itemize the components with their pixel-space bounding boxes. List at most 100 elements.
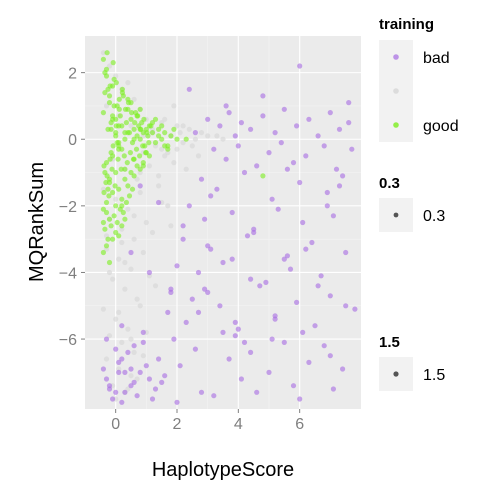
point-good [149,130,156,136]
point-bad [226,356,232,362]
point-bad [202,216,208,222]
y-tick-label: −4 [59,265,77,282]
point-good [127,150,133,156]
point-bad [254,389,260,395]
legend-point-size [393,371,399,377]
point-good [124,160,130,166]
point-bad [336,183,343,189]
point-bad [349,146,355,152]
point-good [105,86,111,92]
point-bad [156,356,162,362]
point-bad [140,329,146,335]
y-axis-ticks: 2 0 −2 −4 −6 [59,66,85,349]
point-bad [303,153,309,159]
point-unlabeled [180,140,186,146]
point-unlabeled [125,386,131,392]
point-good [100,110,106,116]
point-bad [152,386,159,392]
point-bad [174,399,180,405]
point-bad [248,276,254,282]
point-bad [177,363,183,369]
point-good [159,123,165,129]
point-unlabeled [106,269,113,276]
point-good [140,163,146,169]
point-bad [281,106,287,112]
point-good [117,113,123,119]
point-good [114,219,120,226]
point-bad [321,343,327,349]
point-unlabeled [140,249,146,256]
point-unlabeled [137,303,143,309]
point-good [110,189,116,196]
point-unlabeled [131,96,137,102]
point-good [116,123,122,129]
point-bad [174,263,180,269]
point-bad [300,219,306,226]
point-unlabeled [106,333,113,339]
point-unlabeled [195,153,202,159]
point-bad [119,356,125,362]
point-good [113,229,119,236]
point-good [128,116,134,122]
point-bad [263,279,269,285]
legend-label-alpha: 0.3 [423,208,445,225]
point-good [119,196,125,202]
point-bad [113,389,119,395]
point-unlabeled [156,183,162,189]
point-bad [248,126,254,132]
point-bad [192,346,198,352]
point-good [116,96,122,102]
point-unlabeled [119,239,125,246]
point-good [156,133,162,139]
point-good [106,216,113,222]
point-bad [131,379,137,385]
point-good [113,133,119,139]
point-good [105,236,111,242]
point-unlabeled [103,356,110,362]
x-tick-label: 0 [111,416,120,433]
point-bad [180,223,186,229]
point-good [152,140,159,146]
point-bad [306,116,312,122]
point-bad [300,329,306,335]
point-bad [122,369,128,375]
point-bad [235,143,241,149]
point-unlabeled [183,166,189,172]
point-unlabeled [122,286,128,292]
point-unlabeled [143,219,149,226]
point-good [140,143,146,149]
point-unlabeled [100,306,106,312]
point-bad [297,396,303,402]
point-bad [340,173,346,179]
point-good [123,199,129,206]
point-bad [128,383,134,389]
x-tick-label: 6 [295,416,304,433]
point-unlabeled [134,296,140,302]
point-good [100,56,106,62]
point-good [100,249,106,256]
point-bad [327,110,333,116]
point-bad [251,229,257,236]
point-bad [149,396,156,402]
point-bad [168,289,174,295]
point-good [113,80,119,86]
y-tick-label: −2 [59,199,77,216]
point-bad [269,196,275,202]
point-good [106,259,113,266]
point-bad [202,286,208,292]
point-good [122,216,128,222]
point-bad [125,349,131,355]
point-good [260,173,266,179]
point-unlabeled [177,130,183,136]
point-good [126,193,133,199]
point-bad [113,346,119,352]
point-bad [327,293,333,299]
point-good [110,153,116,159]
point-good [146,140,152,146]
point-bad [106,383,113,389]
point-bad [140,339,146,345]
point-unlabeled [131,213,137,219]
point-bad [312,323,318,329]
point-good [122,106,129,112]
point-good [183,136,189,142]
